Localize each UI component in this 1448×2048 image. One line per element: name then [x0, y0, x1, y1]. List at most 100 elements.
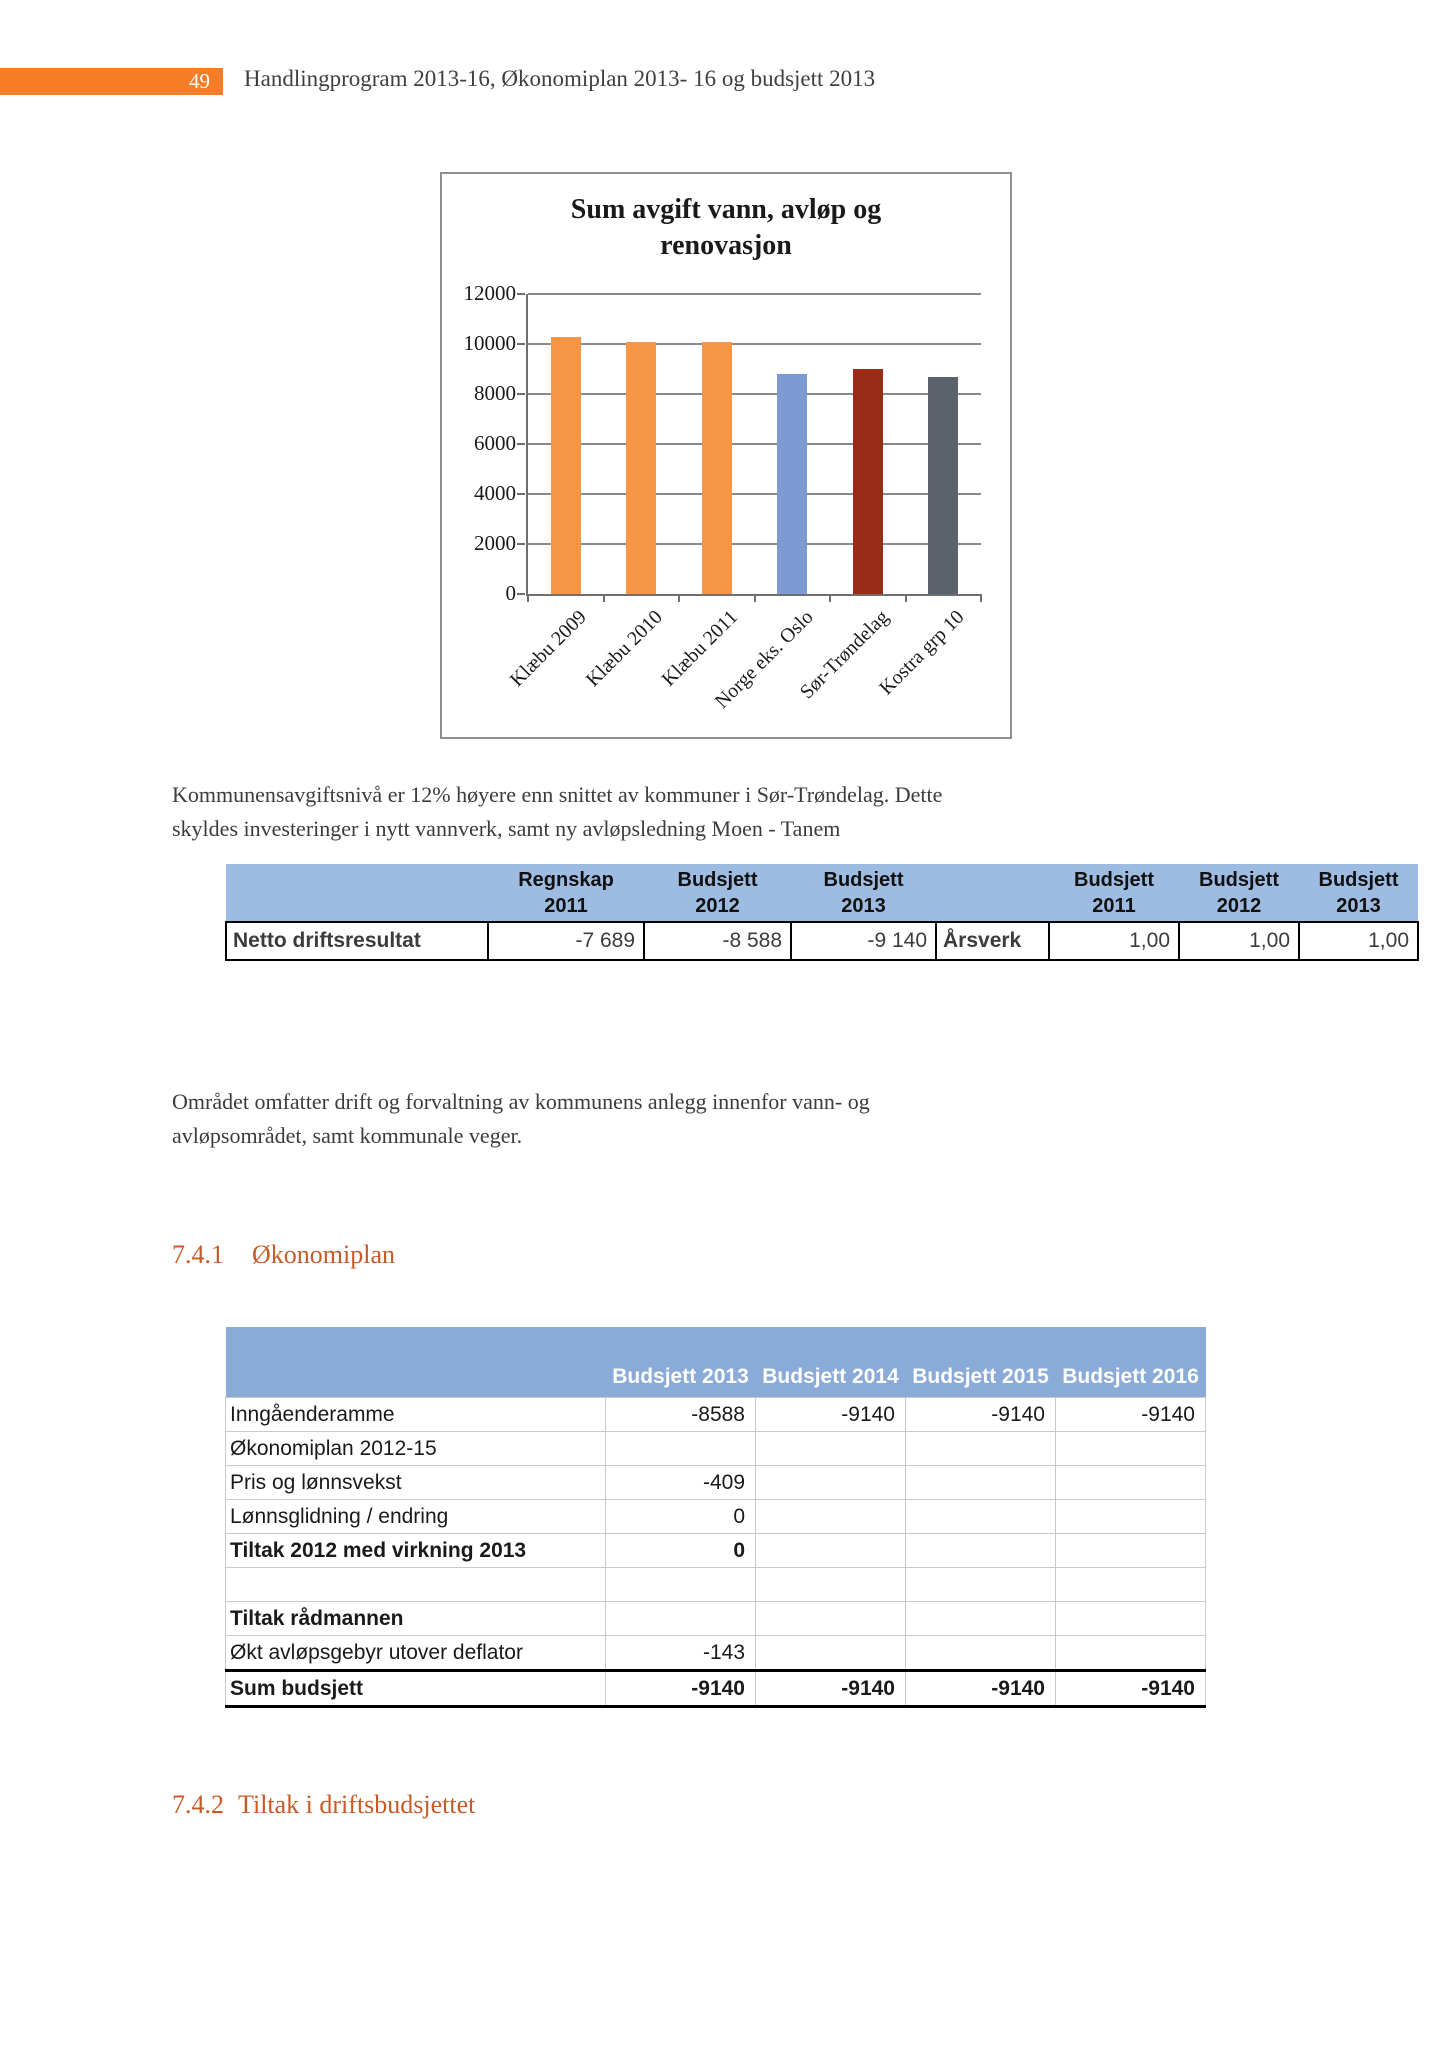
- table-row: Tiltak rådmannen: [225, 1601, 1206, 1636]
- value-cell: 0: [605, 1499, 756, 1534]
- row-label: Lønnsglidning / endring: [225, 1499, 606, 1534]
- row-label: Tiltak 2012 med virkning 2013: [225, 1533, 606, 1568]
- chart-bar: [928, 376, 959, 594]
- y-axis-tick-label: 12000: [463, 281, 517, 305]
- value-cell: -7 689: [487, 921, 645, 961]
- section-title: Økonomiplan: [252, 1240, 395, 1269]
- page-header-title: Handlingprogram 2013-16, Økonomiplan 201…: [244, 66, 876, 91]
- netto-driftsresultat-table: Regnskap 2011 Budsjett 2012 Budsjett 2013 B…: [225, 864, 1419, 961]
- header-cell: [936, 864, 1049, 922]
- x-axis-tick: [527, 594, 529, 602]
- section-heading-742: 7.4.2 Tiltak i driftsbudsjettet: [172, 1790, 475, 1820]
- chart-gridline: [528, 343, 981, 345]
- row-label: [225, 1567, 606, 1602]
- value-cell: -8588: [605, 1397, 756, 1432]
- chart-bar: [701, 341, 732, 594]
- value-cell: [905, 1499, 1056, 1534]
- row-label: Sum budsjett: [225, 1669, 606, 1708]
- section-heading-741: 7.4.1 Økonomiplan: [172, 1240, 395, 1270]
- table-header-row: Regnskap 2011 Budsjett 2012 Budsjett 2013 B…: [226, 864, 1418, 922]
- value-cell: [605, 1567, 756, 1602]
- page-number-bar: 49: [0, 68, 223, 95]
- y-axis-tick: [517, 393, 525, 395]
- value-cell: 0: [605, 1533, 756, 1568]
- arsverk-label: Årsverk: [935, 921, 1050, 961]
- table-row: Sum budsjett -9140 -9140 -9140 -9140: [225, 1669, 1206, 1708]
- chart-title: Sum avgift vann, avløp og renovasjon: [570, 194, 882, 261]
- value-cell: -9140: [755, 1669, 906, 1708]
- header-cell: Budsjett 2014: [755, 1327, 906, 1398]
- value-cell: [605, 1431, 756, 1466]
- y-axis-tick-label: 0: [505, 581, 517, 605]
- chart-gridline: [528, 543, 981, 545]
- header-cell: Budsjett 2015: [905, 1327, 1056, 1398]
- paragraph-avgiftsniva: Kommunensavgiftsnivå er 12% høyere enn s…: [172, 782, 943, 841]
- x-axis-category-label: Klæbu 2009: [506, 606, 592, 692]
- value-cell: [1055, 1635, 1206, 1671]
- chart-gridline: [528, 443, 981, 445]
- okonomiplan-table-body: Inngåenderamme -8588 -9140 -9140 -9140 Økonom…: [225, 1397, 1206, 1708]
- value-cell: -9140: [905, 1397, 1056, 1432]
- value-cell: 1,00: [1178, 921, 1300, 961]
- section-number: 7.4.1: [172, 1240, 224, 1269]
- bar-chart: Sum avgift vann, avløp og renovasjon 0 20…: [440, 172, 1012, 739]
- header-cell: Budsjett 2013: [791, 864, 936, 922]
- value-cell: [1055, 1533, 1206, 1568]
- x-axis-tick: [602, 594, 605, 602]
- x-axis-tick: [753, 594, 756, 602]
- value-cell: [755, 1533, 906, 1568]
- value-cell: -9140: [905, 1669, 1056, 1708]
- value-cell: [1055, 1567, 1206, 1602]
- header-cell: [226, 864, 488, 922]
- y-axis-tick: [517, 493, 525, 495]
- value-cell: [905, 1601, 1056, 1636]
- page-number: 49: [189, 69, 210, 93]
- value-cell: [905, 1567, 1056, 1602]
- y-axis-tick: [517, 543, 525, 545]
- value-cell: 1,00: [1048, 921, 1180, 961]
- okonomiplan-table: Budsjett 2013 Budsjett 2014 Budsjett 201…: [225, 1327, 1206, 1708]
- chart-gridline: [528, 393, 981, 395]
- chart-bar: [852, 369, 883, 594]
- row-label: Pris og lønnsvekst: [225, 1465, 606, 1500]
- table-row: Lønnsglidning / endring 0: [225, 1499, 1206, 1534]
- chart-gridline: [528, 493, 981, 495]
- value-cell: -9140: [755, 1397, 906, 1432]
- value-cell: [1055, 1465, 1206, 1500]
- y-axis-tick: [517, 343, 525, 345]
- row-label: Netto driftsresultat: [225, 921, 489, 961]
- y-axis-tick-label: 8000: [474, 381, 516, 405]
- header-cell: Budsjett 2012: [644, 864, 791, 922]
- value-cell: -9140: [605, 1669, 756, 1708]
- section-number: 7.4.2: [172, 1790, 224, 1819]
- table-row: Inngåenderamme -8588 -9140 -9140 -9140: [225, 1397, 1206, 1432]
- y-axis-tick: [517, 593, 525, 595]
- header-cell: Budsjett 2012: [1179, 864, 1299, 922]
- row-label: Tiltak rådmannen: [225, 1601, 606, 1636]
- header-cell: Budsjett 2013: [1299, 864, 1418, 922]
- value-cell: -9 140: [790, 921, 937, 961]
- header-cell: Regnskap 2011: [488, 864, 644, 922]
- x-axis-tick: [678, 594, 680, 602]
- y-axis-tick: [517, 293, 525, 295]
- value-cell: [905, 1465, 1056, 1500]
- value-cell: [605, 1601, 756, 1636]
- chart-gridline: [528, 293, 981, 295]
- header-cell: Budsjett 2013: [605, 1327, 756, 1398]
- header-cell: [225, 1327, 606, 1398]
- table-row: Økt avløpsgebyr utover deflator -143: [225, 1635, 1206, 1671]
- header-cell: Budsjett 2011: [1049, 864, 1179, 922]
- x-axis-category-label: Klæbu 2010: [581, 606, 667, 692]
- value-cell: -9140: [1055, 1397, 1206, 1432]
- y-axis-tick-label: 2000: [474, 531, 516, 555]
- chart-bar: [626, 341, 657, 594]
- row-label: Økt avløpsgebyr utover deflator: [225, 1635, 606, 1671]
- table-row: Netto driftsresultat -7 689 -8 588 -9 14…: [225, 921, 1419, 961]
- section-title: Tiltak i driftsbudsjettet: [238, 1790, 476, 1819]
- table-row: Økonomiplan 2012-15: [225, 1431, 1206, 1466]
- value-cell: [755, 1431, 906, 1466]
- table-row: Pris og lønnsvekst -409: [225, 1465, 1206, 1500]
- chart-bar: [550, 336, 581, 594]
- x-axis-tick: [829, 594, 831, 602]
- y-axis-tick: [517, 443, 525, 445]
